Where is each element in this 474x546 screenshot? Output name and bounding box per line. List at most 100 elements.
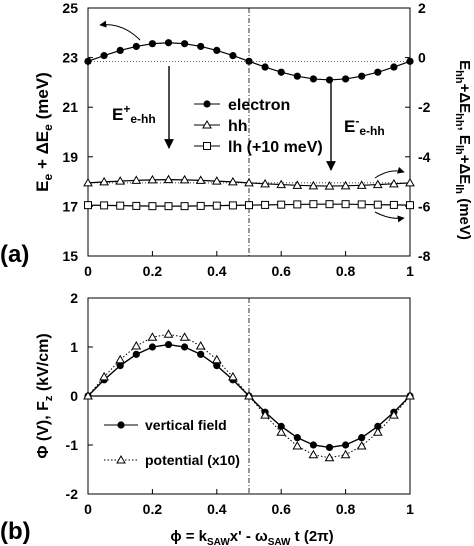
panel-a-left-tick-label: 25 (62, 0, 78, 16)
point-electron (229, 52, 237, 60)
legend-hh-label: hh (228, 118, 248, 135)
point-potential (179, 332, 190, 341)
panel-a: 0 0.2 0.4 0.6 0.8 1 15 17 19 21 23 25 -8 -6 -4 -2 0 2 Ee … (0, 0, 473, 279)
point-vertical-field (342, 441, 350, 449)
point-electron (245, 57, 253, 65)
panel-a-right-tick-label: -4 (418, 149, 431, 165)
point-hh (83, 177, 93, 187)
legend-vertical-field-label: vertical field (145, 417, 227, 433)
point-potential (228, 371, 238, 381)
point-vertical-field (116, 362, 124, 370)
point-lh (261, 200, 270, 209)
panel-b-x-tick-label: 0.6 (271, 501, 291, 517)
point-hh (389, 178, 399, 188)
point-lh (180, 202, 189, 211)
panel-b-x-tick-label: 0.2 (143, 501, 163, 517)
point-electron (309, 75, 317, 83)
point-potential (244, 390, 254, 400)
point-electron (261, 63, 269, 71)
legend-lh-marker (203, 142, 211, 150)
point-hh (179, 174, 190, 184)
panel-a-left-tick-label: 21 (62, 99, 78, 115)
legend-lh-label: lh (+10 meV) (228, 139, 323, 156)
point-hh (211, 176, 222, 185)
point-hh (372, 179, 383, 189)
point-lh (116, 201, 125, 210)
point-electron (116, 46, 124, 55)
point-vertical-field (181, 343, 189, 351)
point-hh (147, 174, 158, 184)
panel-b-y-axis-label: Φ (V), Fz (kV/cm) (35, 333, 55, 458)
panel-a-x-tick-label: 0.6 (271, 263, 291, 279)
point-lh (373, 200, 382, 209)
point-potential (405, 390, 415, 400)
panel-a-left-tick-label: 15 (62, 248, 78, 264)
point-electron (293, 72, 301, 80)
panel-a-right-tick-label: -8 (418, 248, 431, 264)
point-hh (340, 180, 351, 190)
point-potential (324, 452, 335, 462)
panel-a-left-axis-label: Ee + ΔEe (meV) (33, 72, 55, 192)
point-electron (374, 68, 382, 76)
legend-electron-marker (203, 100, 211, 108)
point-lh (196, 201, 205, 210)
arrow-hh-to-right-axis (374, 166, 405, 179)
point-potential (115, 354, 126, 364)
panel-a-left-tick-label: 17 (62, 198, 78, 214)
legend-hh-marker (202, 119, 212, 129)
point-electron (213, 46, 221, 55)
point-electron (342, 75, 350, 83)
point-electron (84, 57, 92, 65)
point-lh (132, 201, 141, 210)
point-lh (84, 201, 92, 210)
point-vertical-field (358, 434, 366, 442)
panel-b-legend: vertical field potential (x10) (104, 417, 240, 468)
panel-a-right-tick-label: -6 (418, 198, 431, 214)
legend-potential-marker (116, 454, 126, 464)
point-electron (148, 40, 156, 48)
point-hh (131, 175, 142, 184)
point-hh (276, 179, 287, 189)
point-lh (245, 201, 253, 210)
annotation-e-minus-hh: E-e-hh (344, 114, 385, 138)
point-lh (341, 200, 350, 209)
point-vertical-field (213, 362, 221, 370)
point-vertical-field (374, 422, 382, 430)
panel-b-x-tick-label: 0.8 (336, 501, 356, 517)
point-electron (390, 63, 398, 71)
point-hh (244, 177, 254, 187)
point-lh (325, 200, 334, 209)
annotation-e-plus-hh: E+e-hh (112, 102, 156, 126)
point-vertical-field (164, 340, 173, 349)
panel-b-x-tick-label: 0.4 (207, 501, 227, 517)
point-potential (389, 410, 399, 419)
point-lh (389, 200, 398, 209)
legend-vertical-field-marker (117, 421, 125, 429)
point-potential (83, 390, 93, 400)
point-potential (211, 354, 222, 364)
panel-a-right-tick-label: -2 (418, 99, 431, 115)
point-electron (325, 76, 334, 84)
point-hh (195, 175, 206, 184)
panel-a-left-tick-label: 23 (62, 50, 78, 66)
point-lh (228, 201, 237, 210)
point-lh (406, 201, 414, 210)
point-electron (181, 40, 189, 48)
arrow-electron-to-left-axis (99, 20, 141, 41)
panel-a-x-tick-label: 1 (406, 263, 414, 279)
panel-a-series (83, 39, 415, 211)
panel-b-series (83, 329, 415, 462)
point-potential (356, 440, 367, 450)
legend-potential-label: potential (x10) (145, 452, 240, 468)
panel-b-x-tick-label: 1 (406, 501, 414, 517)
panel-a-x-tick-label: 0.2 (143, 263, 163, 279)
point-lh (148, 202, 157, 211)
panel-a-legend: electron hh lh (+10 meV) (194, 97, 323, 156)
point-electron (164, 39, 173, 47)
panel-b-x-axis-label: ϕ = kSAWx' - ωSAW t (2π) (170, 528, 333, 546)
point-potential (308, 449, 319, 459)
point-potential (372, 427, 383, 436)
panel-a-right-axis-label: Ehh+ΔEhh, Elh+ΔElh (meV) (453, 60, 473, 240)
legend-electron-label: electron (228, 97, 290, 114)
